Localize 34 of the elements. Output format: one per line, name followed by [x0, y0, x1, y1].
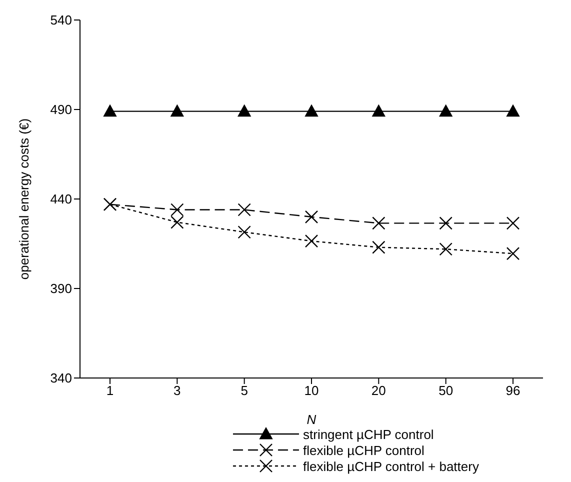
y-tick-label: 490 — [50, 102, 72, 118]
x-tick-label: 1 — [106, 383, 114, 398]
legend-label: flexible µCHP control — [303, 442, 424, 458]
y-tick-label: 390 — [50, 281, 72, 296]
point — [305, 104, 318, 117]
y-tick-label: 540 — [50, 12, 72, 28]
x-tick-label: 20 — [371, 383, 386, 398]
y-axis-title: operational energy costs (€) — [16, 118, 32, 280]
point — [439, 104, 452, 117]
point — [238, 203, 251, 216]
x-tick-label: 10 — [304, 383, 319, 398]
point — [104, 104, 116, 117]
point — [170, 104, 184, 117]
x-tick-label: 3 — [174, 383, 181, 398]
point — [439, 242, 452, 256]
point — [506, 104, 520, 117]
point — [372, 240, 386, 254]
x-tick-label: 96 — [506, 383, 520, 398]
point — [238, 104, 251, 117]
point — [506, 216, 520, 230]
legend-label: flexible µCHP control + battery — [303, 458, 479, 474]
point — [238, 226, 251, 239]
x-tick-label: 50 — [438, 383, 454, 398]
legend-label: stringent µCHP control — [303, 426, 434, 442]
point — [439, 216, 452, 230]
y-tick-label: 440 — [50, 192, 72, 207]
point — [506, 246, 520, 260]
point — [372, 104, 386, 117]
point — [304, 234, 318, 248]
x-axis-title: N — [306, 412, 317, 427]
x-tick-label: 5 — [240, 383, 248, 398]
y-tick-label: 340 — [50, 370, 72, 386]
point — [372, 216, 386, 230]
point — [304, 210, 318, 224]
